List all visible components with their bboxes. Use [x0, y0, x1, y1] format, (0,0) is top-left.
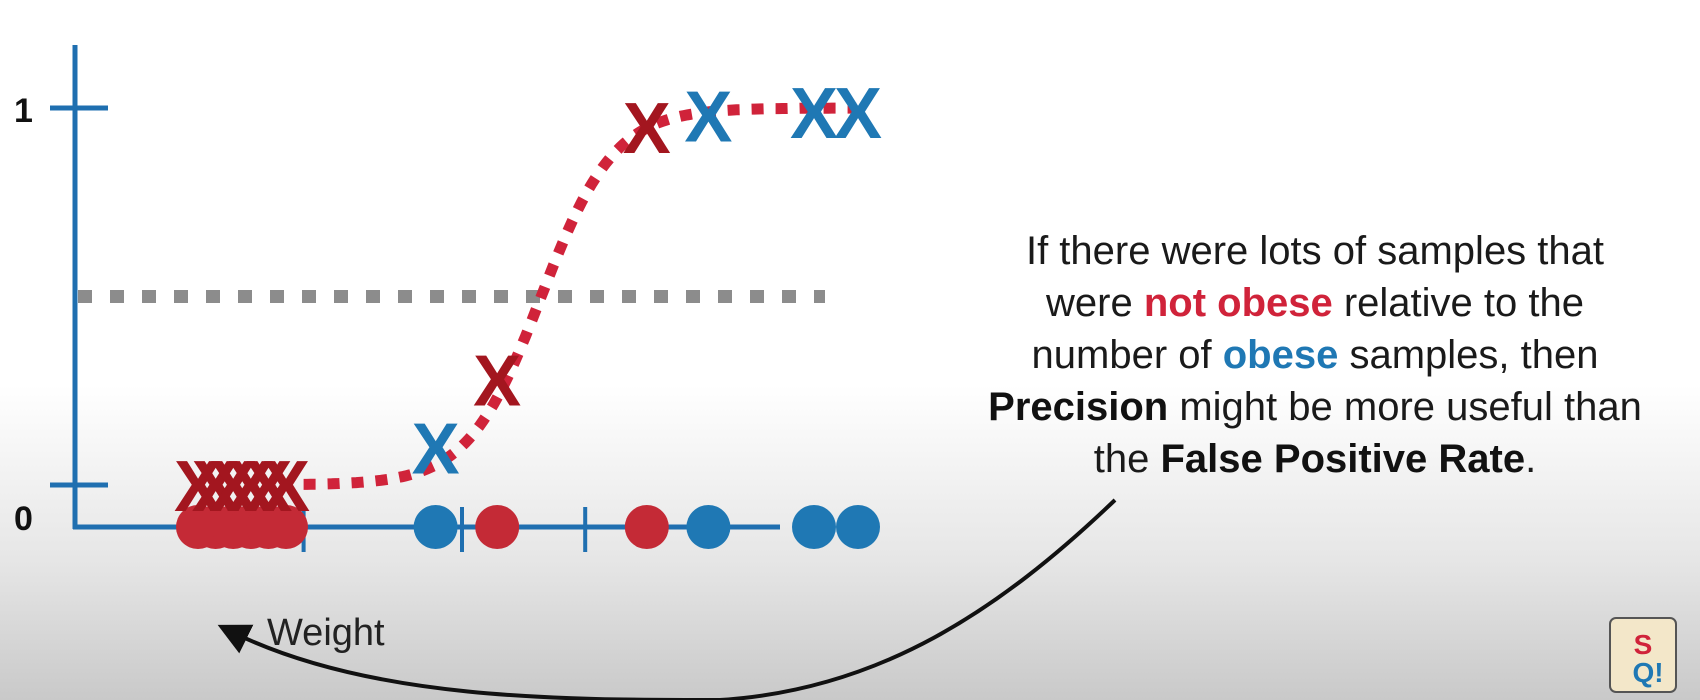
dots-layer — [176, 505, 880, 549]
svg-text:Q!: Q! — [1632, 657, 1663, 688]
y-tick-label-1: 1 — [14, 92, 33, 130]
sample-dot-11 — [792, 505, 836, 549]
prediction-mark-2: X — [192, 447, 240, 527]
caption-line-3: number of obese samples, then — [1031, 333, 1599, 377]
precision-highlight: Precision — [988, 385, 1169, 429]
logistic-curve — [303, 102, 857, 490]
prediction-mark-10: X — [684, 78, 732, 158]
fpr-highlight: False Positive Rate — [1160, 437, 1526, 481]
statquest-logo: S Q! — [1609, 617, 1677, 693]
svg-text:S: S — [1634, 629, 1653, 660]
not-obese-highlight: not obese — [1143, 281, 1333, 325]
sample-dot-10 — [686, 505, 731, 549]
arrow-pointer — [217, 498, 1117, 700]
prediction-mark-3: X — [209, 447, 257, 527]
caption-line-4: Precision might be more useful than — [988, 385, 1642, 429]
prediction-mark-12: X — [834, 74, 882, 154]
caption-line-5: the False Positive Rate. — [1093, 437, 1537, 481]
caption-line-1: If there were lots of samples that — [1025, 229, 1605, 273]
caption-line-2: were not obese relative to the — [1046, 281, 1584, 325]
prediction-mark-4: X — [227, 447, 275, 527]
curve-layer — [303, 102, 857, 490]
prediction-mark-9: X — [623, 89, 671, 169]
prediction-mark-5: X — [244, 447, 292, 527]
prediction-mark-1: X — [174, 447, 222, 527]
sample-dot-12 — [836, 505, 880, 549]
x-axis-label: Weight — [267, 612, 385, 654]
obese-highlight: obese — [1222, 333, 1339, 377]
prediction-mark-11: X — [790, 74, 838, 154]
y-tick-label-0: 0 — [14, 500, 33, 538]
sample-dot-8 — [475, 505, 520, 549]
explanation-caption: If there were lots of samples that were … — [955, 225, 1675, 485]
prediction-mark-6: X — [262, 447, 310, 527]
sample-dot-7 — [413, 505, 458, 549]
prediction-mark-7: X — [412, 409, 460, 489]
sample-dot-6 — [264, 505, 308, 549]
prediction-mark-8: X — [473, 341, 521, 421]
sample-dot-9 — [624, 505, 669, 549]
